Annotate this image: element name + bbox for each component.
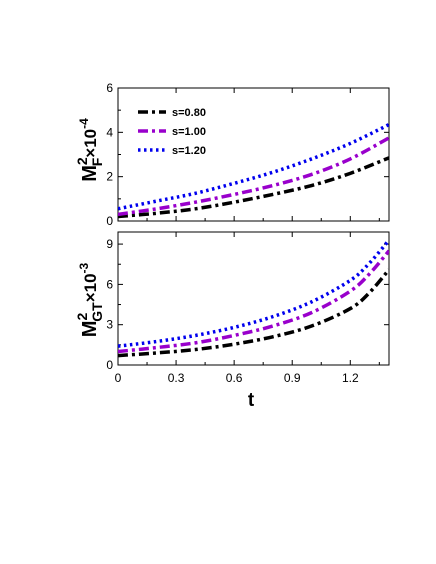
series-line-s=1.20 <box>118 123 389 211</box>
bottom-y-axis-title: M2GT×10-3 <box>74 262 105 337</box>
legend-label: s=0.80 <box>172 107 206 119</box>
series-line-s=1.00 <box>118 136 389 217</box>
series-line-s=1.20 <box>118 238 389 348</box>
top-series <box>118 123 389 219</box>
bottom-ticks: 0 3 6 9 0 0.3 0.6 0.9 1.2 <box>106 232 389 385</box>
x-tick-label: 0.6 <box>226 371 243 385</box>
y-tick-label: 6 <box>106 277 113 291</box>
y-tick-label: 0 <box>106 358 113 372</box>
y-tick-label: 3 <box>106 318 113 332</box>
ylabel-factor: ×10 <box>81 273 100 302</box>
y-axis-title-text: M2GT×10-3 <box>74 262 105 337</box>
x-tick-label: 0.3 <box>168 371 185 385</box>
top-panel-mf: 0 2 4 6 s=0.80 s=1.00 s=1.20 M2F×10-4 <box>74 81 390 228</box>
x-axis-title: t <box>248 390 255 411</box>
ylabel-sup: 2 <box>74 313 90 321</box>
series-line-s=0.80 <box>118 268 389 358</box>
legend-label: s=1.20 <box>172 145 206 157</box>
bottom-panel-mgt: 0 3 6 9 0 0.3 0.6 0.9 1.2 M2GT×10-3 t <box>74 231 390 411</box>
y-tick-label: 4 <box>106 125 113 139</box>
series-line-s=0.80 <box>118 156 389 219</box>
top-legend: s=0.80 s=1.00 s=1.20 <box>138 107 206 157</box>
y-tick-label: 9 <box>106 237 113 251</box>
legend-label: s=1.00 <box>172 126 206 138</box>
ylabel-sup: 2 <box>74 157 90 165</box>
series-line-s=1.00 <box>118 249 389 354</box>
top-ticks: 0 2 4 6 <box>106 81 389 228</box>
x-tick-label: 0 <box>115 371 122 385</box>
top-y-axis-title: M2F×10-4 <box>74 118 105 182</box>
y-axis-title-text: M2F×10-4 <box>74 118 105 182</box>
y-tick-label: 0 <box>106 214 113 228</box>
ylabel-exp: -4 <box>77 118 91 129</box>
y-tick-label: 6 <box>106 81 113 95</box>
x-tick-label: 0.9 <box>284 371 301 385</box>
y-tick-label: 2 <box>106 170 113 184</box>
ylabel-sub: GT <box>89 302 105 322</box>
x-tick-label: 1.2 <box>342 371 359 385</box>
ylabel-factor: ×10 <box>81 129 100 158</box>
bottom-series <box>118 238 389 358</box>
ylabel-sub: F <box>89 157 105 166</box>
ylabel-exp: -3 <box>77 262 91 273</box>
bottom-plot-frame <box>117 231 390 366</box>
ylabel-main: M <box>79 165 101 182</box>
ylabel-main: M <box>79 321 101 338</box>
top-plot-frame <box>117 87 390 222</box>
